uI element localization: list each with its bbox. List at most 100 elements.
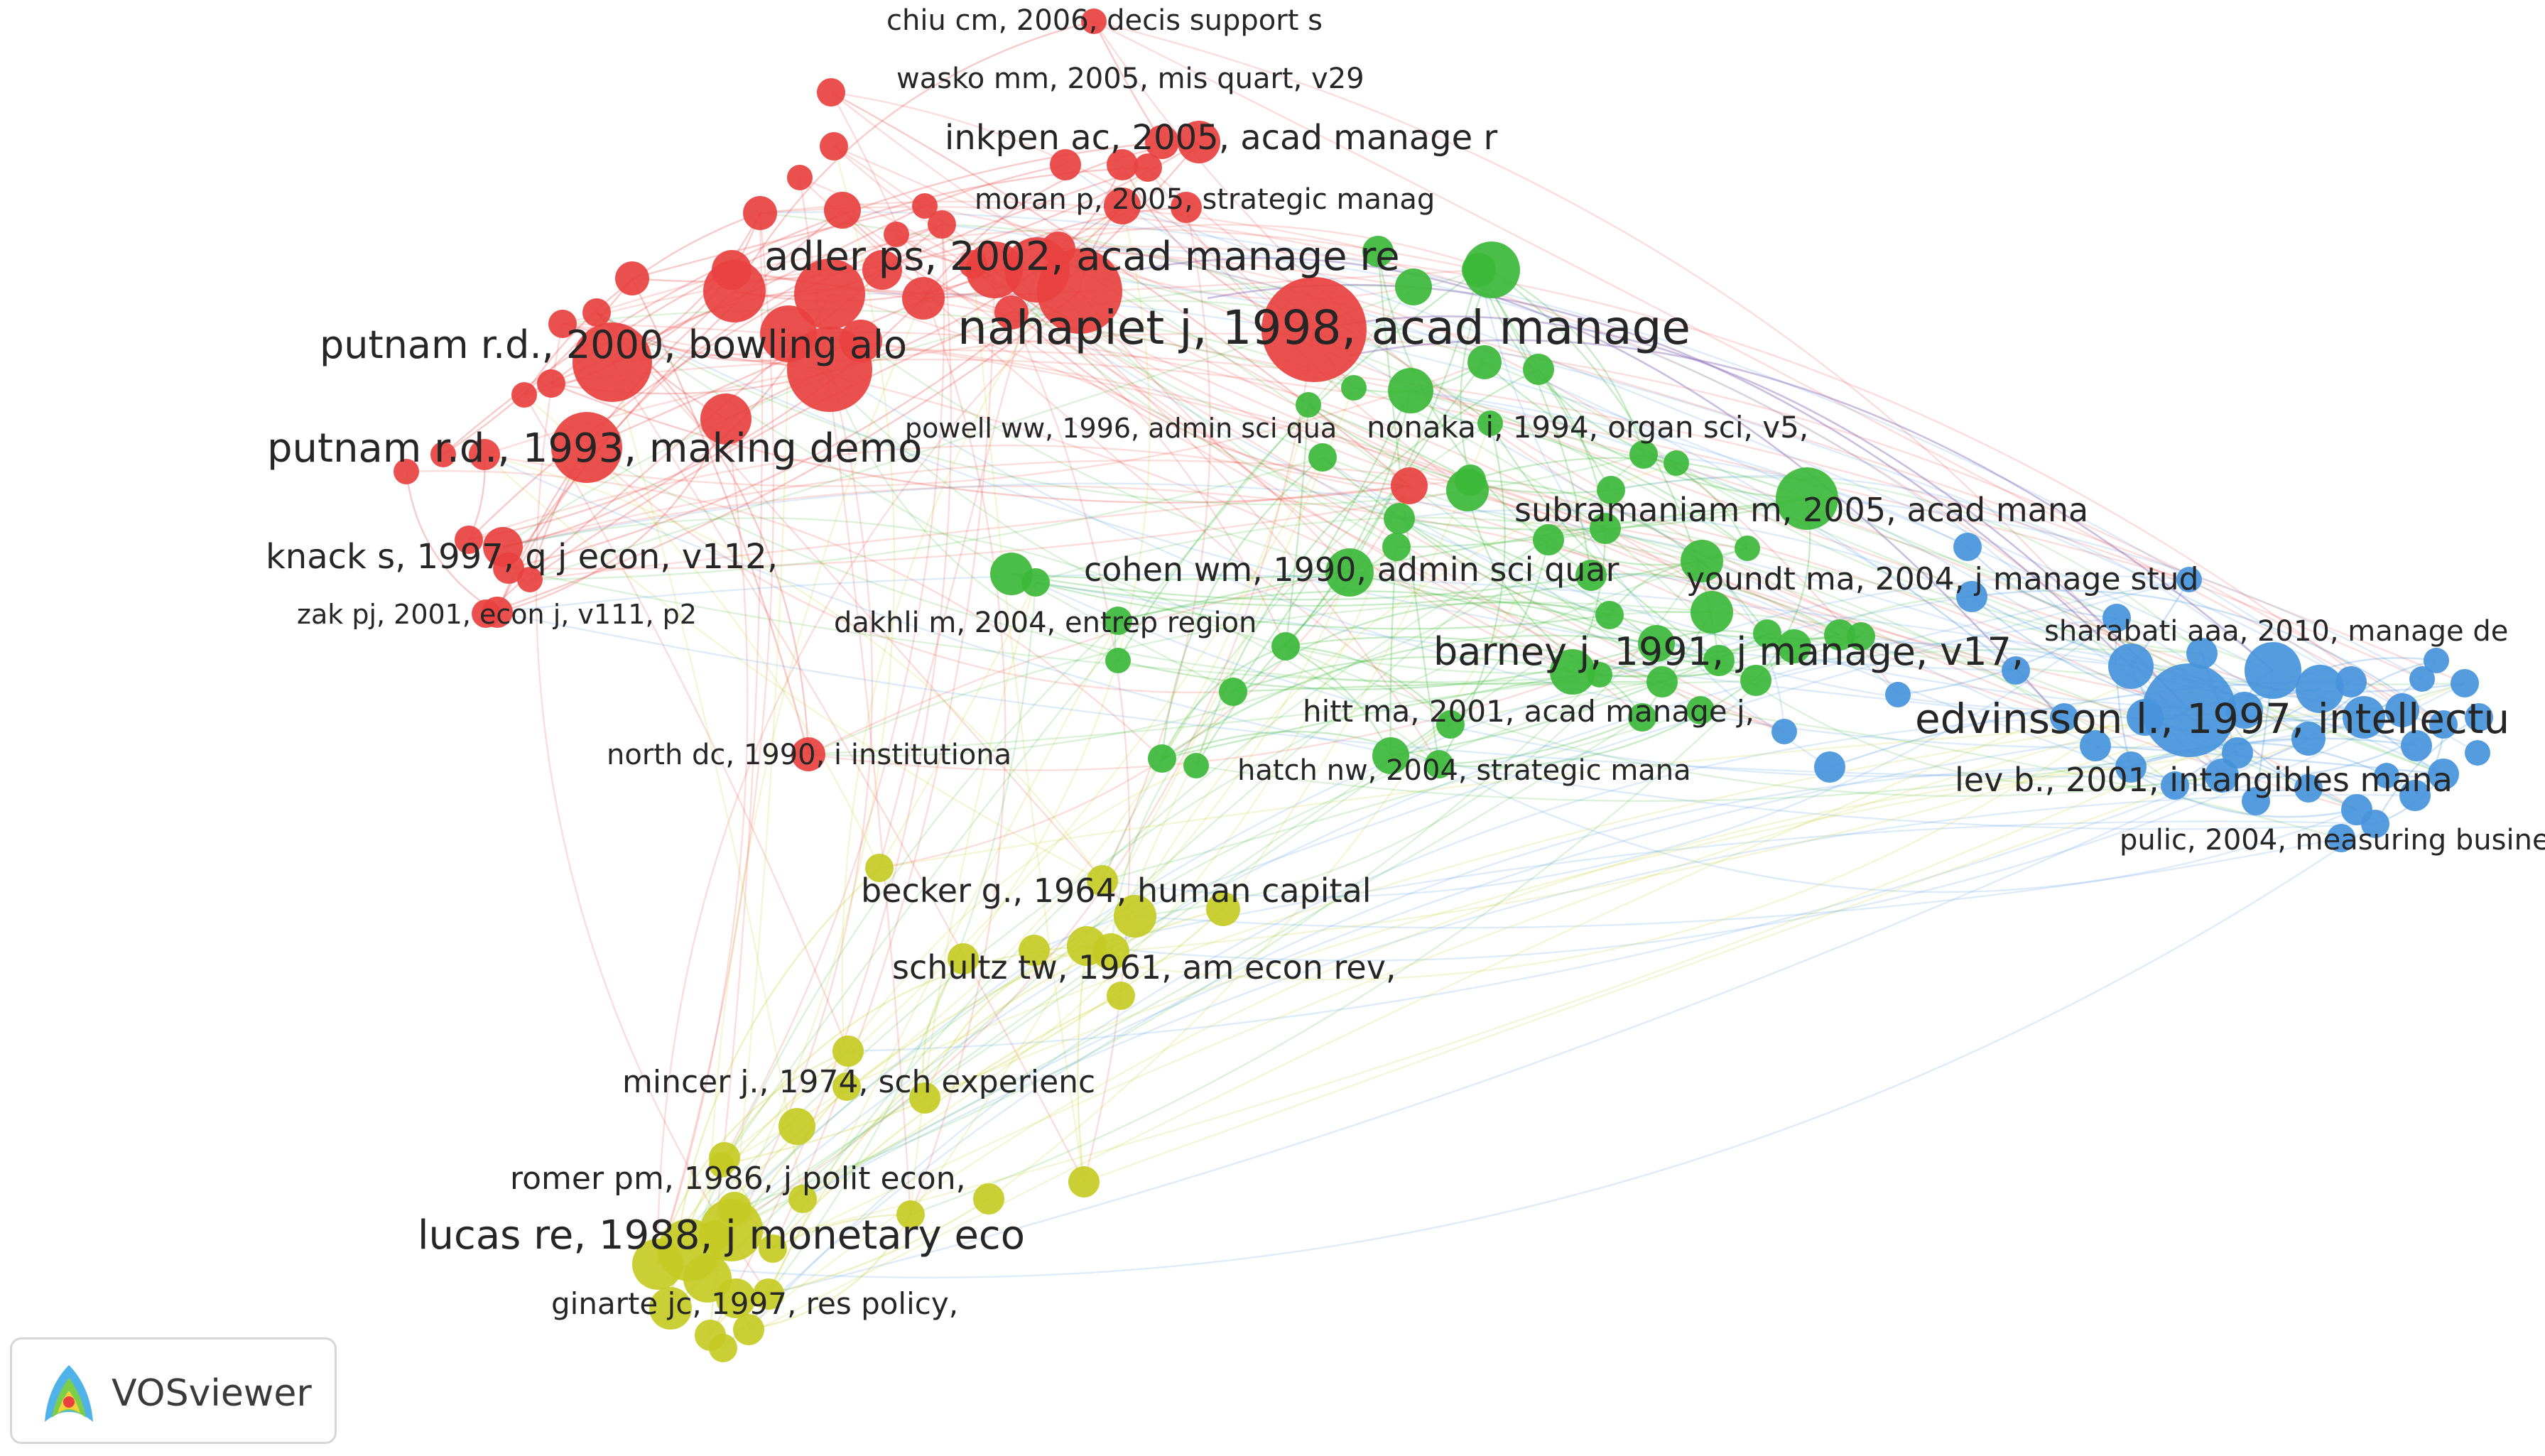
blue-cluster-node[interactable] — [2294, 774, 2323, 803]
red-cluster-node[interactable] — [472, 599, 500, 628]
yellow-cluster-node[interactable] — [1107, 982, 1135, 1010]
blue-cluster-node[interactable] — [2127, 699, 2164, 736]
green-cluster-node[interactable] — [1777, 629, 1811, 663]
green-cluster-node[interactable] — [1341, 375, 1367, 401]
yellow-cluster-node[interactable] — [865, 854, 894, 882]
yellow-cluster-node[interactable] — [948, 943, 979, 974]
green-cluster-node[interactable] — [1296, 392, 1321, 418]
node-label-sharabati-aaa-2010[interactable]: sharabati aaa, 2010, manage de — [2044, 615, 2508, 648]
green-cluster-node[interactable] — [1148, 744, 1176, 773]
red-cluster-node[interactable] — [582, 298, 611, 327]
red-cluster-node[interactable] — [760, 305, 817, 362]
green-cluster-node[interactable] — [1703, 645, 1735, 676]
blue-cluster-node[interactable] — [2222, 737, 2253, 768]
node-label-knack-s-1997[interactable]: knack s, 1997, q j econ, v112, — [266, 537, 778, 577]
node-label-pulic-2004[interactable]: pulic, 2004, measuring busines — [2120, 824, 2545, 857]
node-label-lev-b-2001[interactable]: lev b., 2001, intangibles mana — [1955, 761, 2453, 799]
green-cluster-node[interactable] — [1455, 464, 1486, 496]
red-cluster-node[interactable] — [1178, 121, 1220, 163]
blue-cluster-node[interactable] — [2428, 759, 2459, 790]
green-cluster-node[interactable] — [1638, 625, 1675, 662]
red-cluster-node[interactable] — [791, 737, 825, 771]
node-label-edvinsson-l-1997[interactable]: edvinsson l., 1997, intellectu — [1915, 695, 2509, 743]
yellow-cluster-node[interactable] — [733, 1314, 764, 1345]
blue-cluster-node[interactable] — [2401, 730, 2432, 761]
yellow-cluster-node[interactable] — [832, 1072, 861, 1101]
blue-cluster-node[interactable] — [2399, 780, 2431, 811]
node-label-barney-j-1991[interactable]: barney j, 1991, j manage, v17, — [1433, 629, 2024, 674]
node-label-moran-p-2005[interactable]: moran p, 2005, strategic manag — [975, 183, 1435, 216]
green-cluster-node[interactable] — [1384, 503, 1415, 534]
blue-cluster-node[interactable] — [2374, 763, 2399, 788]
node-label-nonaka-i-1994[interactable]: nonaka i, 1994, organ sci, v5, — [1367, 410, 1808, 445]
green-cluster-node[interactable] — [1628, 703, 1656, 732]
green-cluster-node[interactable] — [1681, 540, 1723, 582]
yellow-cluster-node[interactable] — [649, 1287, 692, 1330]
red-cluster-node[interactable] — [1171, 192, 1202, 223]
red-cluster-node[interactable] — [511, 382, 537, 408]
node-label-hatch-nw-2004[interactable]: hatch nw, 2004, strategic mana — [1237, 754, 1691, 787]
red-cluster-node[interactable] — [1081, 9, 1107, 34]
node-label-chiu-cm-2006[interactable]: chiu cm, 2006, decis support s — [886, 4, 1323, 37]
yellow-cluster-node[interactable] — [973, 1183, 1004, 1215]
node-label-becker-g-1964[interactable]: becker g., 1964, human capital — [861, 871, 1372, 910]
red-cluster-node[interactable] — [573, 322, 652, 402]
blue-cluster-node[interactable] — [2291, 722, 2326, 756]
blue-cluster-node[interactable] — [2465, 740, 2490, 766]
green-cluster-node[interactable] — [1847, 622, 1875, 651]
green-cluster-node[interactable] — [1372, 737, 1409, 774]
blue-cluster-node[interactable] — [1956, 581, 1987, 612]
blue-cluster-node[interactable] — [2002, 656, 2030, 685]
node-label-powell-ww-1996[interactable]: powell ww, 1996, admin sci qua — [905, 413, 1337, 444]
green-cluster-node[interactable] — [1595, 601, 1624, 629]
red-cluster-node[interactable] — [517, 567, 543, 592]
yellow-cluster-node[interactable] — [1067, 926, 1107, 966]
red-cluster-node[interactable] — [615, 261, 649, 295]
green-cluster-node[interactable] — [1523, 354, 1554, 385]
blue-cluster-node[interactable] — [2409, 666, 2435, 692]
red-cluster-node[interactable] — [1104, 188, 1141, 224]
red-cluster-node[interactable] — [862, 250, 902, 290]
blue-cluster-node[interactable] — [2242, 787, 2270, 815]
blue-cluster-node[interactable] — [2429, 710, 2458, 739]
blue-cluster-node[interactable] — [2108, 643, 2154, 689]
red-cluster-node[interactable] — [455, 526, 483, 554]
node-label-north-dc-1990[interactable]: north dc, 1990, i institutiona — [607, 739, 1011, 771]
node-label-cohen-wm-1990[interactable]: cohen wm, 1990, admin sci quar — [1084, 550, 1619, 589]
red-cluster-node[interactable] — [787, 165, 813, 190]
red-cluster-node[interactable] — [551, 412, 622, 483]
green-cluster-node[interactable] — [1436, 710, 1465, 739]
blue-cluster-node[interactable] — [1771, 719, 1797, 744]
red-cluster-node[interactable] — [1145, 125, 1179, 159]
green-cluster-node[interactable] — [1597, 476, 1625, 504]
yellow-cluster-node[interactable] — [1114, 895, 1156, 938]
red-cluster-node[interactable] — [700, 393, 751, 445]
green-cluster-node[interactable] — [1824, 619, 1855, 651]
node-label-inkpen-ac-2005[interactable]: inkpen ac, 2005, acad manage r — [945, 118, 1497, 158]
blue-cluster-node[interactable] — [2343, 696, 2385, 739]
yellow-cluster-node[interactable] — [759, 1234, 787, 1263]
red-cluster-node[interactable] — [469, 439, 500, 470]
blue-cluster-node[interactable] — [2296, 665, 2344, 713]
blue-cluster-node[interactable] — [1953, 533, 1982, 561]
red-cluster-node[interactable] — [743, 196, 777, 230]
yellow-cluster-node[interactable] — [1087, 865, 1118, 896]
red-cluster-node[interactable] — [1041, 232, 1075, 266]
yellow-cluster-node[interactable] — [716, 1278, 756, 1318]
red-cluster-node[interactable] — [994, 295, 1029, 330]
blue-cluster-node[interactable] — [2245, 642, 2301, 699]
red-cluster-node[interactable] — [1134, 153, 1162, 182]
yellow-cluster-node[interactable] — [1206, 892, 1240, 926]
red-cluster-node[interactable] — [1107, 149, 1138, 180]
red-cluster-node[interactable] — [824, 192, 861, 229]
yellow-cluster-node[interactable] — [788, 1185, 817, 1213]
node-label-dakhli-m-2004[interactable]: dakhli m, 2004, entrep region — [834, 607, 1257, 639]
green-cluster-node[interactable] — [1735, 536, 1760, 561]
green-cluster-node[interactable] — [1388, 368, 1433, 413]
blue-cluster-node[interactable] — [2465, 703, 2493, 732]
blue-cluster-node[interactable] — [2451, 669, 2479, 697]
green-cluster-node[interactable] — [1325, 548, 1374, 597]
green-cluster-node[interactable] — [1395, 268, 1432, 305]
node-label-ginarte-jc-1997[interactable]: ginarte jc, 1997, res policy, — [551, 1286, 958, 1321]
green-cluster-node[interactable] — [1776, 467, 1838, 530]
